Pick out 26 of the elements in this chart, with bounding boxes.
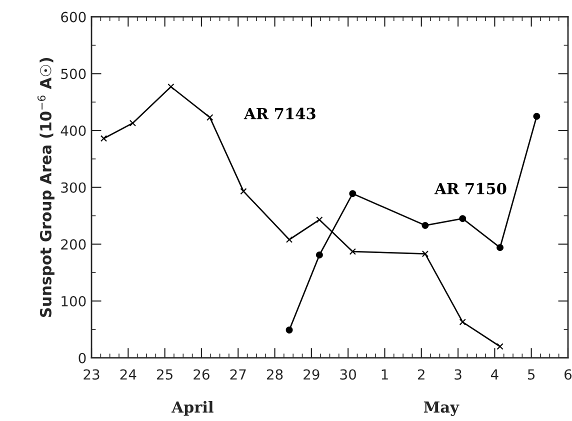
x-tick-label: 26 <box>194 369 210 380</box>
x-tick-label: 23 <box>84 369 100 380</box>
series-label: AR 7150 <box>434 182 506 194</box>
x-tick-label: 27 <box>230 369 246 380</box>
x-tick-label: 2 <box>418 369 424 380</box>
y-axis-title: Sunspot Group Area (10$^{−6}$ A☉) <box>37 58 54 317</box>
text: April <box>171 400 214 416</box>
y-tick-label: 500 <box>61 68 86 80</box>
x-tick-label: 25 <box>157 369 172 380</box>
x-tick-label: 3 <box>454 369 462 380</box>
x-tick-label: 29 <box>304 369 320 380</box>
x-tick-label: 1 <box>382 369 388 380</box>
y-tick-label: 0 <box>78 352 86 364</box>
y-tick-label: 100 <box>62 296 86 306</box>
series-label: AR 7143 <box>244 108 316 120</box>
y-tick-label: 600 <box>61 12 86 22</box>
y-tick-label: 200 <box>61 239 86 250</box>
text: May <box>424 401 460 416</box>
y-tick-label: 400 <box>60 125 86 136</box>
x-tick-label: 6 <box>564 369 572 380</box>
y-tick-label: 300 <box>61 182 86 193</box>
x-tick-label: 28 <box>266 369 283 380</box>
x-tick-label: 4 <box>490 369 498 380</box>
x-tick-label: 24 <box>120 369 136 380</box>
x-tick-label: 5 <box>528 369 535 380</box>
x-tick-label: 30 <box>340 369 356 380</box>
